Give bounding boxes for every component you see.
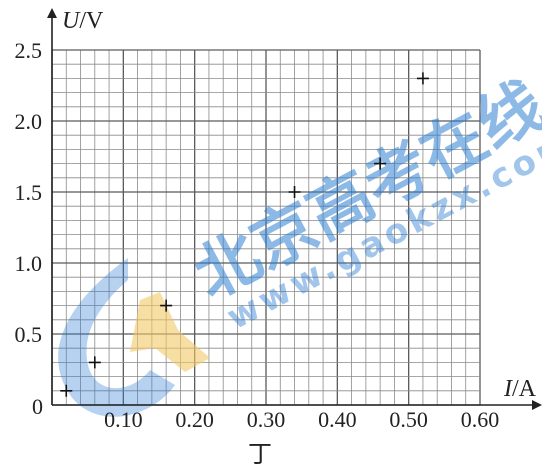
- y-axis-label-var: U: [62, 8, 81, 34]
- x-axis-label: I/A: [503, 376, 537, 402]
- x-tick-label: 0.10: [104, 407, 143, 432]
- watermark-logo-accent: [130, 292, 210, 372]
- x-axis-label-unit: /A: [512, 376, 537, 402]
- y-tick-label: 0.5: [15, 322, 43, 347]
- y-tick-label: 2.5: [15, 38, 43, 63]
- y-tick-label: 1.5: [15, 180, 43, 205]
- data-point-marker: [89, 356, 101, 368]
- data-point-marker: [417, 72, 429, 84]
- y-axis-label-unit: /V: [79, 8, 104, 34]
- x-tick-label: 0.50: [389, 407, 428, 432]
- x-tick-label: 0.60: [461, 407, 500, 432]
- y-axis-arrow: [47, 8, 57, 18]
- origin-label: 0: [32, 394, 43, 419]
- y-tick-label: 2.0: [15, 109, 43, 134]
- x-tick-label: 0.30: [247, 407, 286, 432]
- y-axis-label: U/V: [62, 8, 104, 34]
- chart-caption: 丁: [248, 440, 272, 468]
- y-tick-label: 1.0: [15, 251, 43, 276]
- x-tick-label: 0.20: [175, 407, 214, 432]
- x-tick-label: 0.40: [318, 407, 357, 432]
